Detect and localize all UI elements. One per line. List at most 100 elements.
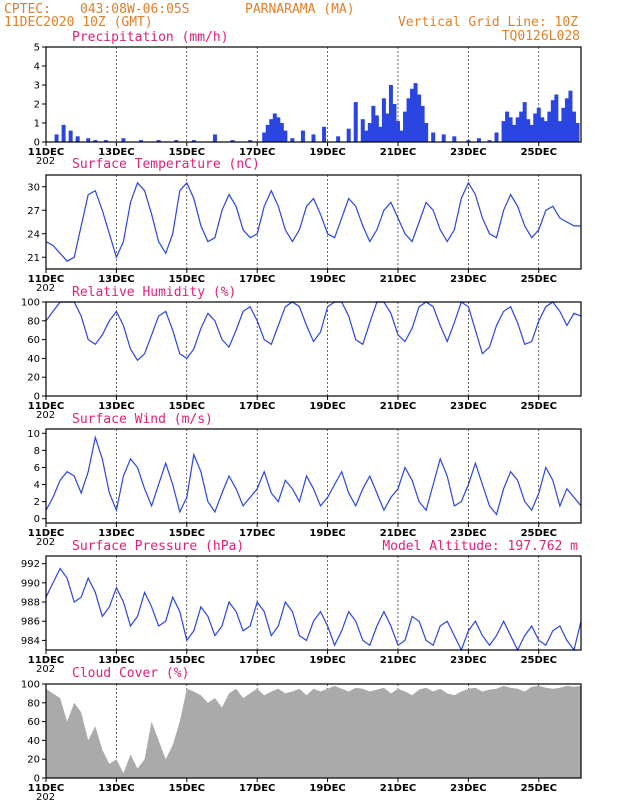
x-tick-label: 25DEC bbox=[521, 655, 557, 666]
precip-bar bbox=[410, 88, 415, 142]
precip-bar bbox=[536, 107, 541, 142]
x-tick-label: 11DEC bbox=[28, 274, 64, 285]
precip-bar bbox=[381, 98, 386, 142]
precip-bar bbox=[505, 111, 510, 142]
precip-bar bbox=[557, 121, 562, 142]
precip-bar bbox=[543, 121, 548, 142]
precip-bar bbox=[526, 119, 531, 142]
y-tick-label: 27 bbox=[27, 206, 40, 217]
x-tick-label: 23DEC bbox=[450, 401, 486, 412]
x-tick-label: 25DEC bbox=[521, 274, 557, 285]
panel-temp: Surface Temperature (nC) 21 24 27 30 11DEC 13D… bbox=[27, 157, 582, 294]
x-tick-label: 17DEC bbox=[239, 147, 275, 158]
header-model: TQ0126L028 bbox=[502, 29, 580, 44]
panel-frame bbox=[45, 46, 582, 143]
x-tick-label: 21DEC bbox=[380, 274, 416, 285]
y-tick-label: 100 bbox=[21, 298, 40, 309]
precip-bar bbox=[353, 102, 358, 142]
panel-frame bbox=[45, 683, 582, 779]
precip-bar bbox=[392, 104, 397, 142]
precip-bar bbox=[191, 140, 196, 142]
precip-bar bbox=[406, 98, 411, 142]
x-tick-label: 23DEC bbox=[450, 274, 486, 285]
precip-bar bbox=[156, 140, 161, 142]
header-source: CPTEC: bbox=[4, 2, 51, 17]
x-tick-label: 21DEC bbox=[380, 147, 416, 158]
precip-bar bbox=[403, 111, 408, 142]
panel-title-wind: Surface Wind (m/s) bbox=[72, 412, 213, 427]
precip-bar bbox=[388, 85, 393, 142]
x-tick-label: 17DEC bbox=[239, 274, 275, 285]
x-tick-label: 13DEC bbox=[98, 783, 134, 794]
y-tick-label: 8 bbox=[34, 446, 40, 457]
panel-frame bbox=[45, 428, 582, 524]
x-tick-label: 19DEC bbox=[309, 783, 345, 794]
y-tick-label: 24 bbox=[27, 229, 40, 240]
y-tick-label: 5 bbox=[34, 43, 40, 54]
precip-bar bbox=[265, 124, 270, 142]
y-tick-label: 40 bbox=[27, 736, 40, 747]
y-tick-label: 20 bbox=[27, 755, 40, 766]
precip-bar bbox=[568, 90, 573, 142]
x-tick-label: 13DEC bbox=[98, 528, 134, 539]
precip-bar bbox=[61, 124, 66, 142]
y-tick-label: 986 bbox=[21, 617, 40, 628]
precip-bar bbox=[276, 117, 281, 142]
y-tick-label: 0 bbox=[34, 514, 40, 525]
x-tick-label: 23DEC bbox=[450, 655, 486, 666]
y-tick-label: 990 bbox=[21, 578, 40, 589]
y-tick-label: 3 bbox=[34, 81, 40, 92]
x-tick-label: 15DEC bbox=[169, 401, 205, 412]
precip-bar bbox=[75, 136, 80, 142]
x-tick-label: 17DEC bbox=[239, 655, 275, 666]
precip-bar bbox=[395, 121, 400, 142]
panel-frame bbox=[45, 301, 582, 397]
y-tick-label: 100 bbox=[21, 680, 40, 691]
precip-bar bbox=[431, 132, 436, 142]
year-fragment: 202 bbox=[36, 156, 55, 167]
x-tick-label: 17DEC bbox=[239, 783, 275, 794]
precip-bar bbox=[508, 117, 513, 142]
precip-bar bbox=[68, 130, 73, 142]
precip-bar bbox=[561, 107, 566, 142]
precip-bar bbox=[420, 105, 425, 142]
y-tick-label: 10 bbox=[27, 429, 40, 440]
precip-bar bbox=[564, 98, 569, 142]
precip-bar bbox=[487, 140, 492, 142]
rh-line bbox=[45, 301, 582, 362]
header-location: PARNARAMA (MA) bbox=[245, 2, 355, 17]
x-tick-label: 19DEC bbox=[309, 274, 345, 285]
x-tick-label: 11DEC bbox=[28, 528, 64, 539]
panel-title-cloud: Cloud Cover (%) bbox=[72, 666, 189, 681]
x-tick-label: 17DEC bbox=[239, 401, 275, 412]
y-tick-label: 6 bbox=[34, 463, 40, 474]
precip-bar bbox=[283, 130, 288, 142]
precip-bar bbox=[86, 138, 91, 142]
precip-bar bbox=[262, 132, 267, 142]
year-fragment: 202 bbox=[36, 792, 55, 800]
precip-bar bbox=[547, 111, 552, 142]
pressure-line bbox=[45, 567, 582, 652]
precip-bar bbox=[311, 134, 316, 142]
x-tick-label: 13DEC bbox=[98, 274, 134, 285]
panel-title-precip: Precipitation (mm/h) bbox=[72, 30, 229, 45]
precip-bar bbox=[466, 140, 471, 142]
precip-bar bbox=[103, 140, 108, 142]
wind-line bbox=[45, 435, 582, 516]
x-tick-label: 11DEC bbox=[28, 401, 64, 412]
panel-title-rh: Relative Humidity (%) bbox=[72, 285, 236, 300]
precip-bar bbox=[417, 94, 422, 142]
x-tick-label: 21DEC bbox=[380, 655, 416, 666]
x-tick-label: 11DEC bbox=[28, 147, 64, 158]
precip-bar bbox=[399, 130, 404, 142]
precip-bar bbox=[174, 140, 179, 142]
x-tick-label: 19DEC bbox=[309, 401, 345, 412]
precip-bar bbox=[269, 119, 274, 142]
x-tick-label: 15DEC bbox=[169, 147, 205, 158]
precip-bar bbox=[300, 130, 305, 142]
precip-bar bbox=[272, 113, 277, 142]
panel-wind: Surface Wind (m/s) 0 2 4 6 8 10 11DEC 13DEC 15DEC… bbox=[27, 412, 582, 548]
header-coords: 043:08W-06:05S bbox=[80, 2, 190, 17]
y-tick-label: 2 bbox=[34, 100, 40, 111]
precip-bar bbox=[554, 94, 559, 142]
